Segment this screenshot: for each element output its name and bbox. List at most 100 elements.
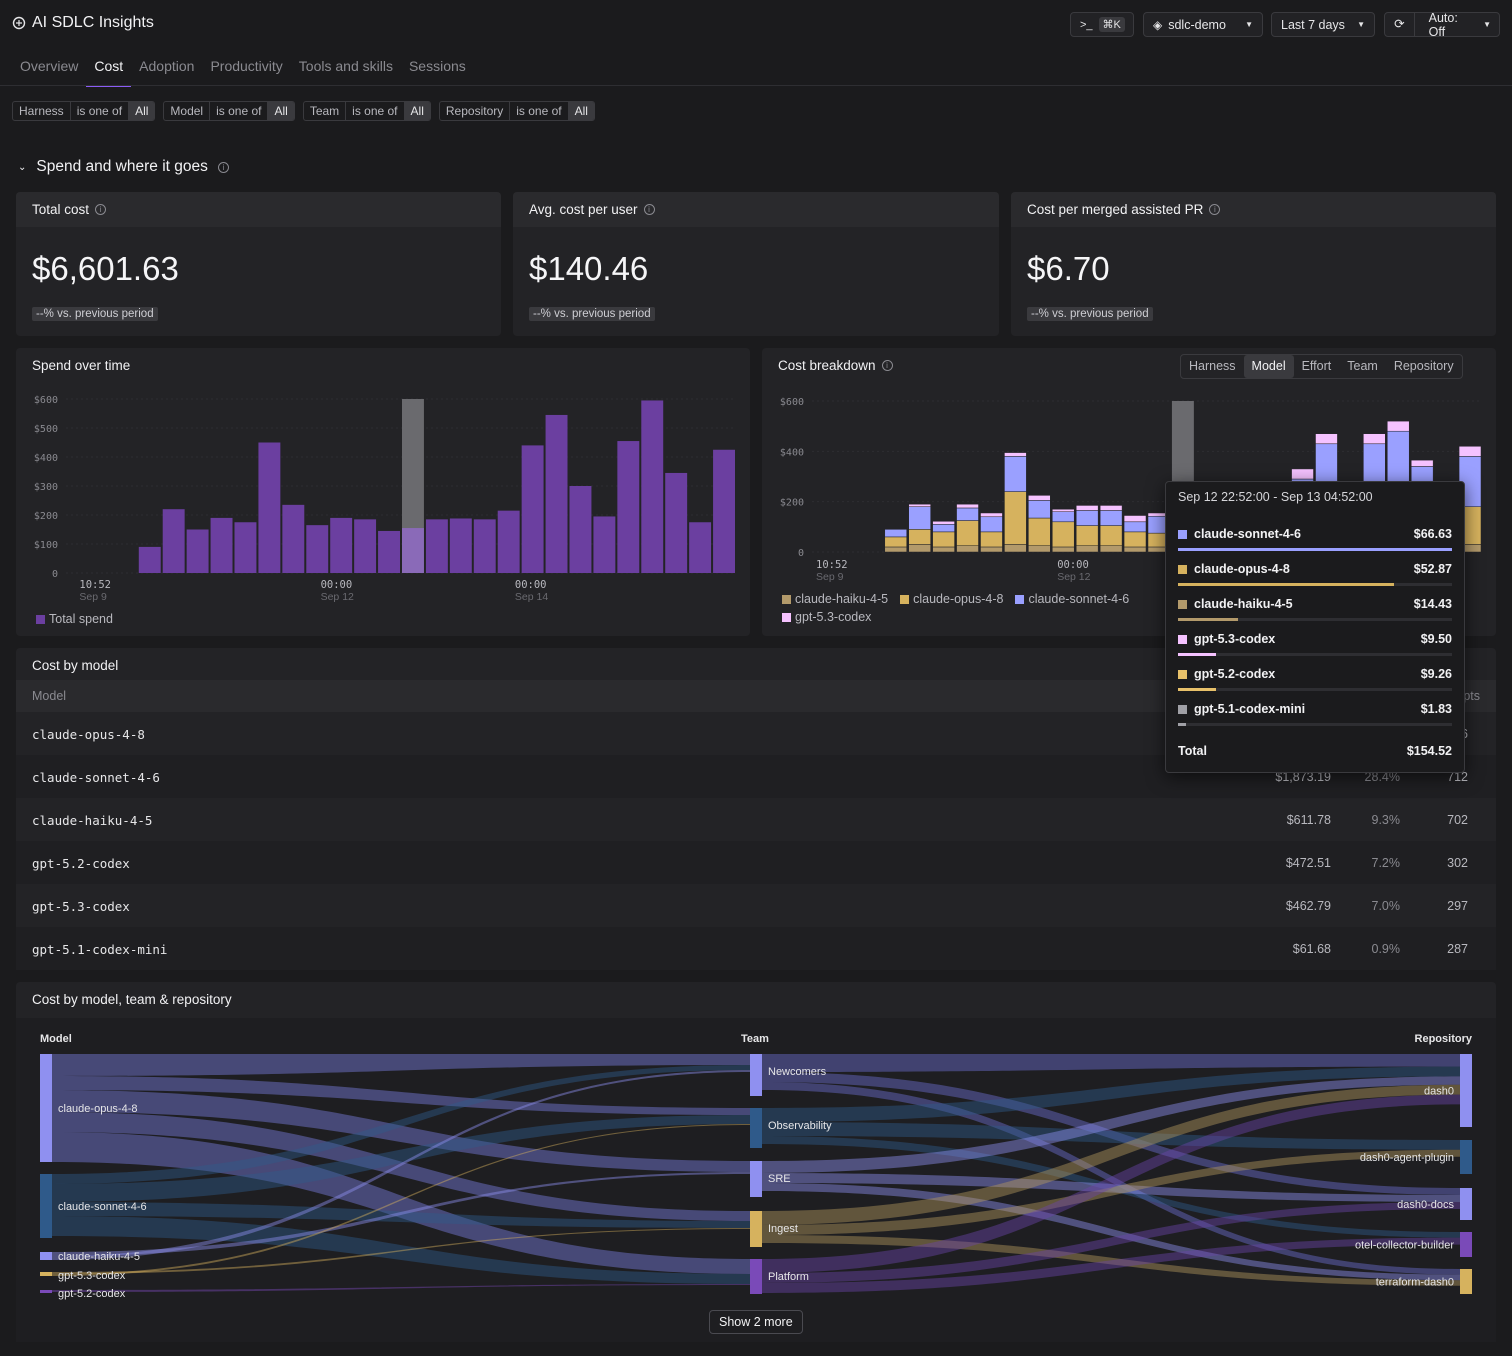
tab-adoption[interactable]: Adoption <box>139 58 195 74</box>
info-icon[interactable]: i <box>643 204 655 215</box>
sankey-flow[interactable] <box>762 1094 1460 1273</box>
breakdown-segment[interactable] <box>1410 459 1434 467</box>
breakdown-segment[interactable] <box>956 545 979 553</box>
breakdown-segment[interactable] <box>980 512 1003 518</box>
sankey-flow[interactable] <box>762 1183 1460 1281</box>
info-icon[interactable]: i <box>95 204 107 215</box>
sankey-node-repo[interactable] <box>1460 1054 1472 1127</box>
sankey-flow[interactable] <box>52 1172 750 1256</box>
sankey-flow[interactable] <box>762 1082 1460 1275</box>
spend-bar[interactable] <box>641 400 664 573</box>
sankey-node-team[interactable] <box>750 1108 762 1148</box>
time-range-select[interactable]: Last 7 days ▼ <box>1271 12 1375 37</box>
legend-item[interactable]: claude-sonnet-4-6 <box>1015 592 1129 606</box>
sankey-node-model[interactable] <box>40 1174 52 1238</box>
sankey-flow[interactable] <box>52 1112 750 1221</box>
tab-sessions[interactable]: Sessions <box>408 58 466 74</box>
toggle-repository[interactable]: Repository <box>1393 359 1454 373</box>
spend-bar[interactable] <box>521 445 544 573</box>
sankey-flow[interactable] <box>762 1149 1460 1235</box>
sankey-flow[interactable] <box>52 1228 750 1274</box>
sankey-flow[interactable] <box>52 1054 750 1076</box>
sankey-flow[interactable] <box>52 1065 750 1184</box>
breakdown-segment[interactable] <box>932 521 955 525</box>
breakdown-segment[interactable] <box>1387 420 1410 432</box>
breakdown-segment[interactable] <box>1028 517 1051 546</box>
sankey-flow[interactable] <box>52 1115 750 1202</box>
chevron-down-icon[interactable]: ⌄ <box>18 161 27 173</box>
sankey-node-model[interactable] <box>40 1252 52 1260</box>
sankey-node-model[interactable] <box>40 1054 52 1162</box>
info-icon[interactable]: i <box>881 360 893 371</box>
spend-bar[interactable] <box>282 504 305 573</box>
legend-item[interactable]: gpt-5.3-codex <box>782 610 871 624</box>
breakdown-segment[interactable] <box>1075 510 1099 526</box>
toggle-effort[interactable]: Effort <box>1301 359 1332 373</box>
sankey-node-team[interactable] <box>750 1054 762 1096</box>
tab-productivity[interactable]: Productivity <box>210 58 283 74</box>
breakdown-segment[interactable] <box>980 546 1003 553</box>
breakdown-segment[interactable] <box>980 531 1003 548</box>
filter-value[interactable]: All <box>404 102 430 120</box>
breakdown-segment[interactable] <box>884 546 907 553</box>
legend-item[interactable]: Total spend <box>36 612 113 626</box>
sankey-flow[interactable] <box>52 1076 750 1115</box>
breakdown-segment[interactable] <box>1099 525 1123 546</box>
breakdown-segment[interactable] <box>1123 546 1147 553</box>
breakdown-segment[interactable] <box>884 536 907 548</box>
legend-item[interactable]: claude-opus-4-8 <box>900 592 1003 606</box>
info-icon[interactable]: i <box>1209 204 1221 215</box>
sankey-node-model[interactable] <box>40 1272 52 1276</box>
filter-repository[interactable]: Repository is one of All <box>438 101 595 121</box>
breakdown-segment[interactable] <box>1052 546 1075 553</box>
sankey-flow[interactable] <box>762 1136 1460 1238</box>
breakdown-segment[interactable] <box>956 520 979 546</box>
column-model[interactable]: Model <box>32 689 67 703</box>
refresh-icon[interactable]: ⟳ <box>1385 13 1415 36</box>
workspace-select[interactable]: ◈ sdlc-demo ▼ <box>1143 12 1263 37</box>
breakdown-segment[interactable] <box>1123 515 1147 523</box>
sankey-flow[interactable] <box>52 1124 750 1276</box>
breakdown-segment[interactable] <box>932 531 955 548</box>
spend-bar[interactable] <box>258 442 281 574</box>
spend-bar[interactable] <box>402 528 424 573</box>
breakdown-segment[interactable] <box>1099 510 1123 526</box>
breakdown-segment[interactable] <box>1075 545 1099 553</box>
sankey-node-repo[interactable] <box>1460 1188 1472 1220</box>
sankey-flow[interactable] <box>52 1216 750 1284</box>
legend-item[interactable]: claude-haiku-4-5 <box>782 592 888 606</box>
breakdown-segment[interactable] <box>908 506 931 530</box>
spend-bar[interactable] <box>569 486 592 573</box>
sankey-flow[interactable] <box>762 1084 1460 1225</box>
auto-refresh-label[interactable]: Auto: Off <box>1428 10 1458 39</box>
breakdown-segment[interactable] <box>1315 433 1338 445</box>
sankey-node-model[interactable] <box>40 1290 52 1293</box>
show-more-button[interactable]: Show 2 more <box>709 1310 803 1334</box>
breakdown-segment[interactable] <box>1004 491 1027 545</box>
filter-team[interactable]: Team is one of All <box>302 101 431 121</box>
sankey-flow[interactable] <box>52 1070 750 1260</box>
breakdown-segment[interactable] <box>956 503 979 509</box>
breakdown-segment[interactable] <box>1123 521 1147 533</box>
sankey-flow[interactable] <box>762 1202 1460 1283</box>
breakdown-segment[interactable] <box>1075 505 1099 511</box>
sankey-flow[interactable] <box>52 1202 750 1228</box>
breakdown-segment[interactable] <box>884 529 907 538</box>
spend-bar[interactable] <box>689 522 712 573</box>
spend-bar[interactable] <box>354 519 377 573</box>
breakdown-segment[interactable] <box>1099 545 1123 553</box>
filter-value[interactable]: All <box>129 102 155 120</box>
sankey-node-repo[interactable] <box>1460 1140 1472 1174</box>
sankey-flow[interactable] <box>762 1122 1460 1150</box>
toggle-team[interactable]: Team <box>1347 359 1378 373</box>
spend-bar[interactable] <box>593 516 616 573</box>
spend-bar[interactable] <box>162 509 185 573</box>
sankey-flow[interactable] <box>762 1173 1460 1202</box>
breakdown-segment[interactable] <box>1052 508 1075 512</box>
breakdown-segment[interactable] <box>956 507 979 521</box>
toggle-model[interactable]: Model <box>1243 355 1294 378</box>
table-row[interactable]: claude-haiku-4-5 $611.78 9.3% 702 <box>16 798 1496 841</box>
spend-bar[interactable] <box>138 546 161 573</box>
breakdown-segment[interactable] <box>1123 531 1147 548</box>
sankey-flow[interactable] <box>762 1076 1460 1173</box>
